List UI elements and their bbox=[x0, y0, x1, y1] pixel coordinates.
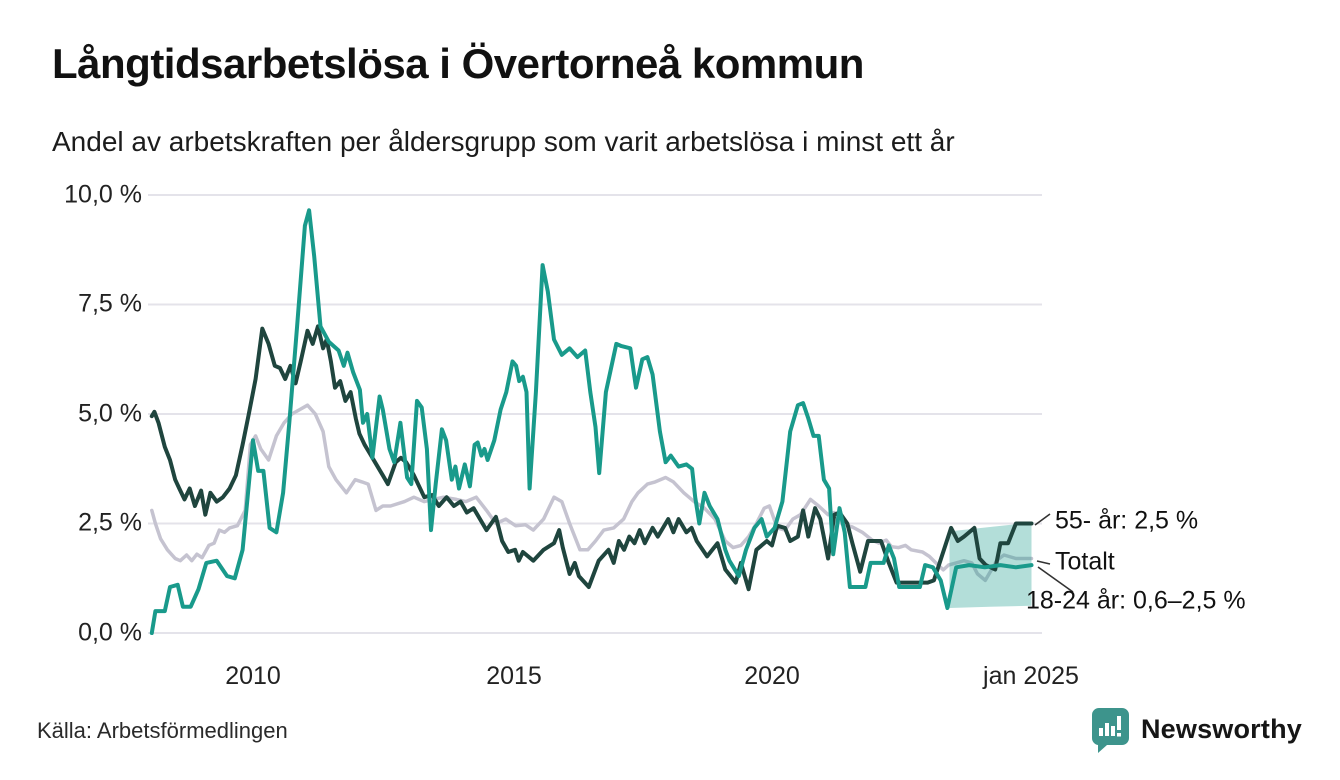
series-label-55: 55- år: 2,5 % bbox=[1055, 506, 1199, 535]
newsworthy-logo-icon bbox=[1091, 708, 1129, 753]
x-tick-2015: 2015 bbox=[486, 662, 542, 690]
x-tick-2020: 2020 bbox=[744, 662, 800, 690]
y-tick-7-5: 7,5 % bbox=[78, 289, 142, 318]
newsworthy-logo: Newsworthy bbox=[1090, 706, 1302, 753]
series-line-totalt bbox=[150, 403, 1034, 583]
series-lines bbox=[149, 208, 1034, 635]
x-tick-2010: 2010 bbox=[225, 662, 281, 690]
x-tick-jan2025: jan 2025 bbox=[983, 662, 1079, 690]
y-tick-0: 0,0 % bbox=[78, 618, 142, 647]
y-tick-5: 5,0 % bbox=[78, 399, 142, 428]
logo-bar-3 bbox=[1110, 726, 1115, 736]
series-line-18-24-r bbox=[149, 208, 1034, 635]
logo-exclamation-icon bbox=[1116, 716, 1121, 730]
connector-55-icon bbox=[1034, 513, 1051, 526]
series-line-55-r bbox=[149, 324, 1034, 592]
connector-18-24-icon bbox=[1037, 566, 1074, 593]
connector-totalt-icon bbox=[1036, 560, 1051, 565]
gridlines bbox=[148, 194, 1042, 634]
y-tick-10: 10,0 % bbox=[64, 180, 142, 209]
logo-bar-2 bbox=[1104, 723, 1109, 736]
series-label-18-24: 18-24 år: 0,6–2,5 % bbox=[1026, 586, 1246, 615]
chart-subtitle: Andel av arbetskraften per åldersgrupp s… bbox=[52, 126, 955, 157]
series-label-totalt: Totalt bbox=[1055, 547, 1115, 576]
y-tick-2-5: 2,5 % bbox=[78, 508, 142, 537]
label-connectors bbox=[1034, 513, 1074, 593]
logo-bar-1 bbox=[1098, 728, 1103, 736]
source-note: Källa: Arbetsförmedlingen bbox=[37, 718, 288, 743]
page-title: Långtidsarbetslösa i Övertorneå kommun bbox=[52, 40, 864, 87]
newsworthy-logo-text: Newsworthy bbox=[1140, 714, 1302, 744]
